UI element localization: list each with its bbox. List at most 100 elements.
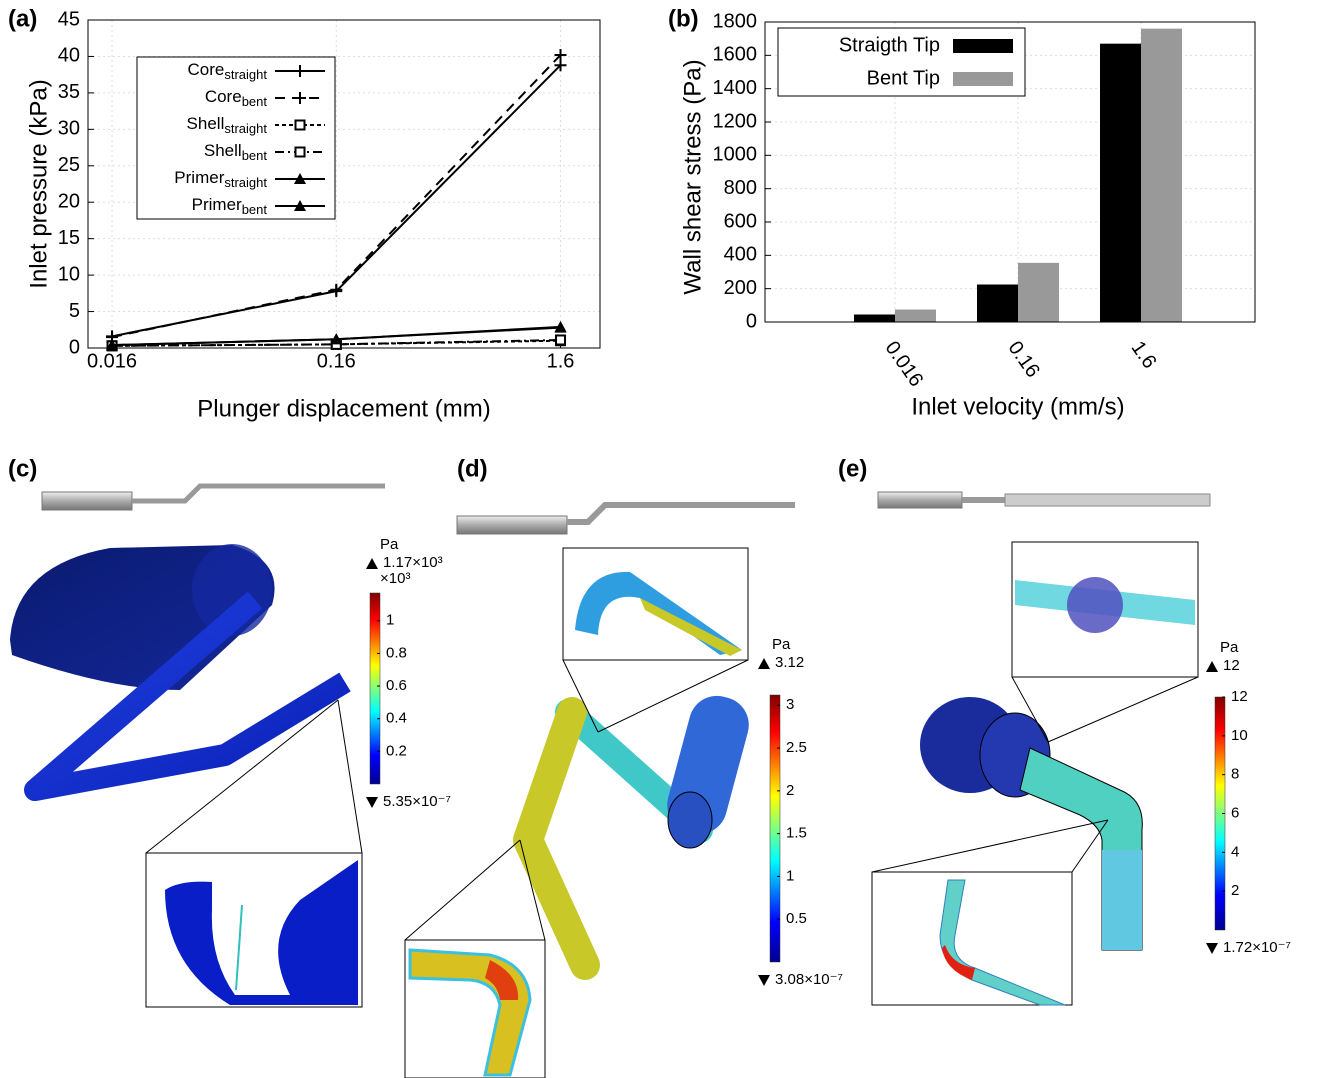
panel-label: (a) bbox=[8, 5, 37, 32]
colorbar-max: 3.12 bbox=[775, 654, 804, 671]
legend-marker bbox=[294, 65, 306, 77]
simulation-e bbox=[871, 491, 1211, 1006]
marker bbox=[554, 59, 567, 72]
max-icon bbox=[366, 558, 378, 569]
y-tick-label: 10 bbox=[58, 263, 80, 285]
simulation-c bbox=[10, 483, 385, 1008]
legend-subscript: bent bbox=[242, 148, 268, 163]
legend-name: Core bbox=[205, 87, 242, 106]
x-axis-label: Plunger displacement (mm) bbox=[197, 395, 490, 422]
marker bbox=[330, 333, 343, 345]
colorbar-tick-label: 12 bbox=[1231, 688, 1248, 705]
marker bbox=[294, 173, 306, 184]
colorbar-tick-label: 2 bbox=[786, 782, 794, 799]
legend-label: Shellbent bbox=[204, 141, 268, 163]
legend-subscript: bent bbox=[242, 94, 268, 109]
legend-label: Corebent bbox=[205, 87, 268, 109]
colorbar-tick-label: 0.5 bbox=[786, 910, 807, 927]
colorbar-tick-label: 3 bbox=[786, 696, 794, 713]
bar bbox=[1100, 43, 1141, 323]
y-tick-label: 35 bbox=[58, 81, 80, 103]
y-tick-label: 1000 bbox=[713, 144, 758, 166]
y-tick-label: 1600 bbox=[713, 44, 758, 66]
legend-name: Shell bbox=[204, 141, 242, 160]
colorbar-unit: Pa bbox=[772, 636, 791, 653]
bar bbox=[1018, 262, 1059, 322]
legend-marker bbox=[294, 200, 306, 211]
legend-name: Primer bbox=[174, 168, 224, 187]
marker bbox=[555, 334, 567, 346]
legend-label: Primerstraight bbox=[174, 168, 267, 190]
bar bbox=[895, 309, 936, 322]
x-tick-label: 1.6 bbox=[547, 350, 575, 372]
legend-subscript: straight bbox=[224, 121, 267, 136]
colorbar bbox=[369, 592, 381, 785]
colorbar-tick-label: 2 bbox=[1231, 882, 1239, 899]
marker bbox=[554, 48, 567, 61]
colorbar-unit: Pa bbox=[380, 536, 399, 553]
legend-label: Shellstraight bbox=[187, 114, 268, 136]
colorbar-min: 3.08×10⁻⁷ bbox=[775, 971, 843, 988]
marker bbox=[554, 320, 567, 332]
colorbar-tick-label: 8 bbox=[1231, 766, 1239, 783]
legend-marker bbox=[294, 173, 306, 184]
marker bbox=[106, 339, 119, 351]
min-icon bbox=[758, 975, 770, 986]
plot-frame bbox=[764, 21, 1256, 323]
x-tick-label: 1.6 bbox=[1127, 337, 1161, 372]
min-icon bbox=[366, 797, 378, 808]
y-tick-label: 20 bbox=[58, 191, 80, 213]
x-tick-label: 0.16 bbox=[317, 350, 356, 372]
colorbar-unit: Pa bbox=[1220, 639, 1239, 656]
bar bbox=[977, 284, 1018, 322]
max-icon bbox=[758, 658, 770, 669]
x-axis-label: Inlet velocity (mm/s) bbox=[911, 393, 1124, 420]
y-tick-label: 1400 bbox=[713, 77, 758, 99]
colorbar-tick-label: 0.4 bbox=[386, 710, 407, 727]
y-axis-label: Wall shear stress (Pa) bbox=[679, 59, 706, 294]
colorbar-max: 1.17×10³ bbox=[383, 554, 443, 571]
panel-label: (c) bbox=[8, 455, 37, 482]
y-tick-label: 0 bbox=[746, 310, 757, 332]
legend-subscript: straight bbox=[224, 67, 267, 82]
legend-name: Primer bbox=[192, 195, 242, 214]
panel-label: (d) bbox=[457, 455, 488, 482]
colorbar-min: 1.72×10⁻⁷ bbox=[1223, 939, 1291, 956]
x-tick-label: 0.16 bbox=[1004, 337, 1044, 382]
y-tick-label: 0 bbox=[69, 336, 80, 358]
legend-label: Straigth Tip bbox=[839, 34, 940, 56]
legend-swatch bbox=[953, 72, 1013, 86]
legend-name: Shell bbox=[187, 114, 225, 133]
max-icon bbox=[1206, 661, 1218, 672]
panel-label: (e) bbox=[838, 455, 867, 482]
marker bbox=[330, 283, 343, 296]
colorbar-multiplier: ×10³ bbox=[380, 570, 410, 587]
y-tick-label: 800 bbox=[724, 177, 757, 199]
x-tick-label: 0.016 bbox=[87, 350, 137, 372]
colorbar-tick-label: 0.2 bbox=[386, 742, 407, 759]
simulation-d bbox=[404, 502, 795, 1078]
legend-marker bbox=[294, 146, 306, 158]
colorbar bbox=[769, 694, 781, 963]
y-tick-label: 1200 bbox=[713, 110, 758, 132]
legend-label: Primerbent bbox=[192, 195, 268, 217]
legend-label: Corestraight bbox=[188, 60, 268, 82]
panel-label: (b) bbox=[668, 5, 699, 32]
legend-marker bbox=[294, 92, 306, 104]
colorbar-tick-label: 4 bbox=[1231, 843, 1239, 860]
colorbar-tick-label: 6 bbox=[1231, 804, 1239, 821]
y-tick-label: 1800 bbox=[713, 10, 758, 32]
colorbar-min: 5.35×10⁻⁷ bbox=[383, 793, 451, 810]
marker bbox=[294, 92, 306, 104]
colorbar-tick-label: 1 bbox=[786, 867, 794, 884]
y-axis-label: Inlet pressure (kPa) bbox=[25, 79, 52, 288]
bar bbox=[1141, 28, 1182, 323]
y-tick-label: 600 bbox=[724, 210, 757, 232]
y-tick-label: 30 bbox=[58, 118, 80, 140]
colorbar-tick-label: 1.5 bbox=[786, 825, 807, 842]
marker bbox=[294, 65, 306, 77]
y-tick-label: 15 bbox=[58, 227, 80, 249]
colorbar-tick-label: 0.6 bbox=[386, 677, 407, 694]
